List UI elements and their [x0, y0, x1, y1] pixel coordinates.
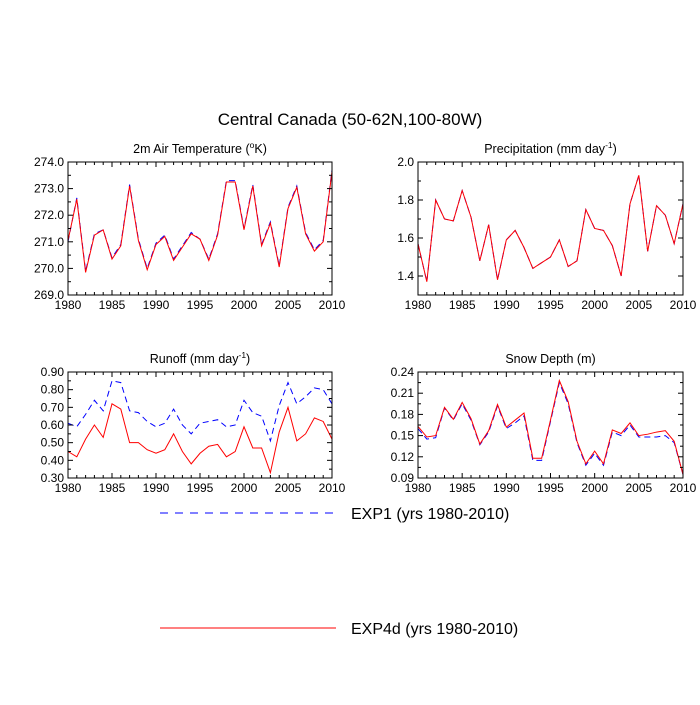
precip-x-tick-label: 1990: [493, 298, 520, 312]
snow-series-exp4d: [417, 378, 684, 475]
snow-series-exp1: [417, 380, 684, 475]
legend-label-exp1: EXP1 (yrs 1980-2010): [351, 506, 509, 523]
temp-y-tick-label: 272.0: [34, 208, 64, 222]
runoff-title: Runoff (mm day-1): [150, 350, 250, 366]
snow-y-tick-label: 0.09: [391, 471, 415, 485]
figure-title: Central Canada (50-62N,100-80W): [218, 110, 483, 129]
precip-y-tick-label: 2.0: [397, 155, 414, 169]
runoff-y-tick-label: 0.70: [41, 400, 65, 414]
precip-x-tick-label: 2005: [625, 298, 652, 312]
runoff-x-tick-label: 2000: [231, 481, 258, 495]
runoff-y-tick-label: 0.80: [41, 383, 65, 397]
precip-x-tick-label: 1985: [449, 298, 476, 312]
snow-y-tick-label: 0.24: [391, 365, 415, 379]
temp-y-tick-label: 274.0: [34, 155, 64, 169]
runoff-series-exp1: [67, 380, 333, 443]
temp-series-exp4d: [67, 171, 333, 273]
panel-runoff: Runoff (mm day-1) 1980 1985 1990 1995 2000 200…: [41, 350, 346, 495]
temp-x-tick-label: 2005: [275, 298, 302, 312]
panel-temp: 2m Air Temperature (oK) 1980 1985 1990 1995 2…: [34, 140, 346, 312]
runoff-y-tick-label: 0.30: [41, 471, 65, 485]
temp-x-tick-label: 1990: [143, 298, 170, 312]
runoff-x-tick-label: 2005: [275, 481, 302, 495]
legend-label-exp4d: EXP4d (yrs 1980-2010): [351, 621, 518, 638]
precip-x-tick-label: 2000: [581, 298, 608, 312]
precip-x-tick-label: 1980: [405, 298, 432, 312]
runoff-y-tick-label: 0.40: [41, 453, 65, 467]
precip-title-sup: -1: [605, 140, 613, 150]
temp-title-main: 2m Air Temperature (: [133, 142, 250, 156]
precip-title-main: Precipitation (mm day: [484, 142, 606, 156]
runoff-title-main: Runoff (mm day: [150, 352, 239, 366]
precip-title-tail: ): [613, 142, 617, 156]
runoff-x-tick-label: 1985: [99, 481, 126, 495]
runoff-y-tick-label: 0.50: [41, 436, 65, 450]
panel-precip: Precipitation (mm day-1) 1980 1985 1990 1995…: [397, 140, 696, 312]
panel-snow: Snow Depth (m) 1980 1985 1990 1995 2000 2005 20…: [391, 352, 697, 495]
runoff-y-tick-label: 0.90: [41, 365, 65, 379]
precip-series-exp4d: [417, 175, 684, 282]
temp-series-exp1: [67, 169, 333, 272]
temp-y-tick-label: 273.0: [34, 182, 64, 196]
snow-x-tick-label: 2010: [670, 481, 697, 495]
snow-title-main: Snow Depth (m): [505, 352, 595, 366]
precip-y-tick-label: 1.8: [397, 193, 414, 207]
precip-y-tick-label: 1.4: [397, 269, 414, 283]
snow-title: Snow Depth (m): [505, 352, 595, 366]
snow-x-tick-label: 1980: [405, 481, 432, 495]
runoff-series-exp4d: [67, 403, 333, 475]
runoff-title-tail: ): [246, 352, 250, 366]
precip-title: Precipitation (mm day-1): [484, 140, 617, 156]
runoff-x-tick-label: 2010: [319, 481, 346, 495]
runoff-x-tick-label: 1980: [55, 481, 82, 495]
temp-y-tick-label: 269.0: [34, 288, 64, 302]
runoff-title-sup: -1: [238, 350, 246, 360]
snow-y-tick-label: 0.18: [391, 407, 415, 421]
temp-title-sup: o: [250, 140, 255, 150]
runoff-x-tick-label: 1995: [187, 481, 214, 495]
precip-series-exp1: [417, 175, 684, 282]
temp-x-tick-label: 1995: [187, 298, 214, 312]
runoff-y-tick-label: 0.60: [41, 418, 65, 432]
temp-x-tick-label: 1985: [99, 298, 126, 312]
temp-x-tick-label: 2000: [231, 298, 258, 312]
snow-plot-frame: [417, 371, 684, 479]
snow-y-tick-label: 0.21: [391, 386, 415, 400]
precip-plot-frame: [417, 161, 684, 296]
runoff-x-tick-label: 1990: [143, 481, 170, 495]
snow-x-tick-label: 1995: [537, 481, 564, 495]
temp-plot-frame: [67, 161, 333, 296]
legend: EXP1 (yrs 1980-2010) EXP4d (yrs 1980-2010…: [160, 506, 518, 638]
snow-x-tick-label: 2000: [581, 481, 608, 495]
temp-y-tick-label: 271.0: [34, 235, 64, 249]
snow-x-tick-label: 1990: [493, 481, 520, 495]
precip-x-tick-label: 2010: [670, 298, 697, 312]
precip-y-tick-label: 1.6: [397, 231, 414, 245]
precip-x-tick-label: 1995: [537, 298, 564, 312]
temp-x-tick-label: 1980: [55, 298, 82, 312]
temp-y-tick-label: 270.0: [34, 261, 64, 275]
temp-title-tail: K): [254, 142, 267, 156]
snow-y-tick-label: 0.15: [391, 429, 415, 443]
snow-y-tick-label: 0.12: [391, 450, 415, 464]
snow-x-tick-label: 1985: [449, 481, 476, 495]
temp-title: 2m Air Temperature (oK): [133, 140, 267, 156]
snow-x-tick-label: 2005: [625, 481, 652, 495]
temp-x-tick-label: 2010: [319, 298, 346, 312]
